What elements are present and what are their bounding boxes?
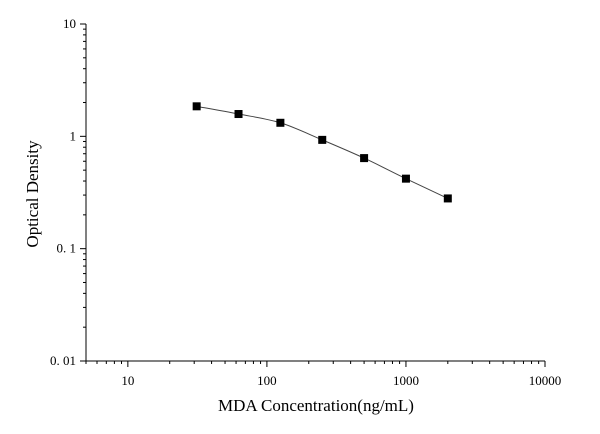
x-tick-label: 100 [257, 373, 277, 388]
data-point-marker [443, 194, 452, 203]
x-axis-label: MDA Concentration(ng/mL) [218, 396, 414, 415]
data-point-marker [360, 154, 369, 163]
x-axis: 10 100 1000 10000 [85, 360, 562, 388]
y-axis: 0. 01 0. 1 1 10 [50, 16, 87, 368]
fit-curve [196, 105, 449, 199]
y-tick-label: 10 [63, 16, 76, 31]
data-point-marker [318, 135, 327, 144]
plot-area [192, 102, 452, 203]
data-point-marker [234, 110, 243, 119]
x-tick-label: 10 [121, 373, 134, 388]
y-tick-label: 1 [70, 128, 77, 143]
x-tick-label: 1000 [393, 373, 419, 388]
data-point-marker [401, 174, 410, 183]
x-tick-label: 10000 [529, 373, 562, 388]
data-point-marker [192, 102, 201, 111]
y-tick-label: 0. 01 [50, 353, 76, 368]
data-point-marker [276, 118, 285, 127]
y-tick-label: 0. 1 [57, 241, 77, 256]
y-axis-label: Optical Density [23, 140, 42, 248]
